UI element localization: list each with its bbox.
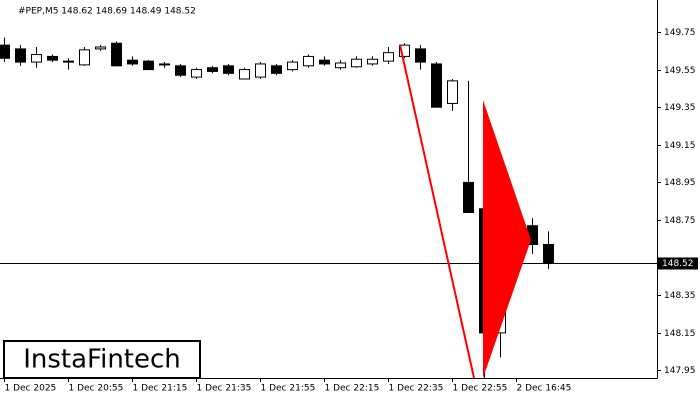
price-label-box: [658, 257, 698, 270]
candle-body: [47, 55, 58, 61]
y-tick-label: 149.55: [664, 66, 696, 76]
candle-body: [223, 65, 234, 74]
candle-body: [143, 60, 154, 71]
candle-body: [463, 181, 474, 214]
candle-body: [543, 243, 554, 264]
candle-body: [207, 67, 218, 72]
candle-body: [287, 61, 298, 71]
x-tick-label: 2 Dec 16:45: [517, 384, 572, 394]
candle-body: [271, 65, 282, 74]
candle-body: [159, 63, 170, 66]
watermark: InstaFintech: [23, 345, 181, 375]
candle-body: [415, 48, 426, 63]
x-tick-label: 1 Dec 22:15: [325, 384, 380, 394]
chart-title: #PEP,M5 148.62 148.69 148.49 148.52: [18, 7, 196, 17]
candle-body: [447, 80, 458, 104]
candle-body: [127, 59, 138, 65]
x-tick-label: 1 Dec 21:55: [261, 384, 316, 394]
candle-body: [239, 69, 250, 80]
candle-body: [367, 58, 378, 65]
x-tick-label: 1 Dec 2025: [5, 384, 57, 394]
price-label: 148.52: [662, 259, 694, 269]
candle-body: [383, 52, 394, 62]
candle-body: [111, 42, 122, 67]
y-tick-label: 147.95: [664, 366, 696, 376]
x-tick-label: 1 Dec 22:55: [453, 384, 508, 394]
candle-body: [255, 63, 266, 78]
y-tick-label: 149.75: [664, 28, 696, 38]
candle-body: [95, 46, 106, 50]
y-tick-label: 148.95: [664, 178, 696, 188]
x-tick-label: 1 Dec 21:35: [197, 384, 252, 394]
watermark-box: [3, 340, 201, 379]
candle-body: [399, 44, 410, 57]
y-tick-label: 148.35: [664, 291, 696, 301]
x-tick-label: 1 Dec 21:15: [133, 384, 188, 394]
candle-body: [31, 54, 42, 63]
candle-body: [15, 48, 26, 63]
candle-body: [191, 69, 202, 78]
candle-body: [351, 58, 362, 68]
candle-body: [0, 44, 10, 59]
candle-body: [431, 63, 442, 108]
x-tick-label: 1 Dec 22:35: [389, 384, 444, 394]
candle-body: [335, 62, 346, 69]
candle-body: [175, 65, 186, 76]
y-tick-label: 149.35: [664, 103, 696, 113]
candle-body: [63, 60, 74, 63]
candle-body: [79, 49, 90, 66]
y-tick-label: 148.75: [664, 216, 696, 226]
x-tick-label: 1 Dec 20:55: [69, 384, 124, 394]
pattern-line: [399, 44, 475, 379]
pattern-pennant: [483, 100, 531, 378]
candle-body: [319, 59, 330, 65]
y-tick-label: 148.15: [664, 329, 696, 339]
candle-body: [303, 55, 314, 67]
y-tick-label: 149.15: [664, 141, 696, 151]
